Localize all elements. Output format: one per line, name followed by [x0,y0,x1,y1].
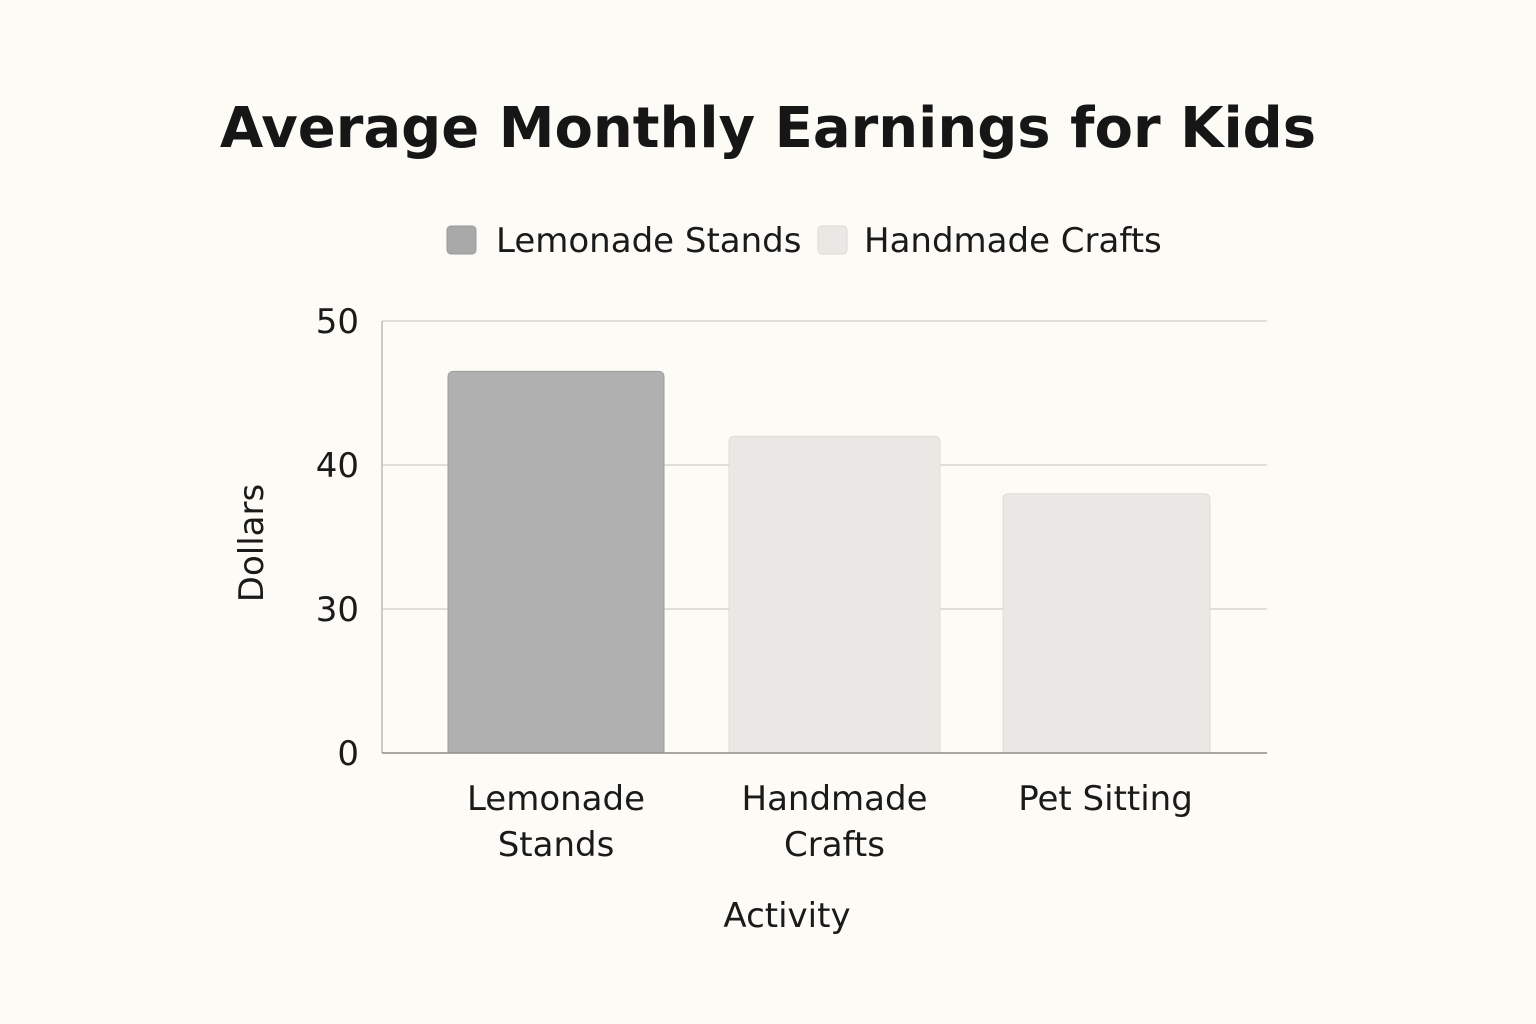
legend-entry-handmade-crafts: Handmade Crafts [817,221,1162,261]
legend-swatch [817,225,848,255]
x-tick-lemonade-stands: Lemonade Stands [467,779,645,865]
bar-pet-sitting [1002,493,1211,754]
bar-handmade-crafts [728,435,941,754]
y-tick-50: 50 [316,302,359,342]
y-tick-30: 30 [316,590,359,630]
legend-entry-lemonade-stands: Lemonade Stands [446,221,801,261]
chart-title: Average Monthly Earnings for Kids [220,96,1316,161]
legend-label: Lemonade Stands [496,221,801,261]
legend-label: Handmade Crafts [864,221,1162,261]
y-tick-40: 40 [316,446,359,486]
x-tick-handmade-crafts: Handmade Crafts [742,779,928,865]
bar-lemonade-stands [447,370,665,754]
axes [381,321,1267,754]
y-axis-label: Dollars [232,484,272,602]
x-category-labels: Lemonade Stands Handmade Crafts Pet Sitting [467,779,1193,865]
legend-swatch [446,225,477,255]
x-tick-pet-sitting: Pet Sitting [1018,779,1193,819]
bars [447,370,1211,754]
y-tick-labels: 0 30 40 50 [316,302,359,774]
legend: Lemonade Stands Handmade Crafts [446,221,1162,261]
x-axis-label: Activity [723,896,850,936]
y-tick-0: 0 [337,734,359,774]
